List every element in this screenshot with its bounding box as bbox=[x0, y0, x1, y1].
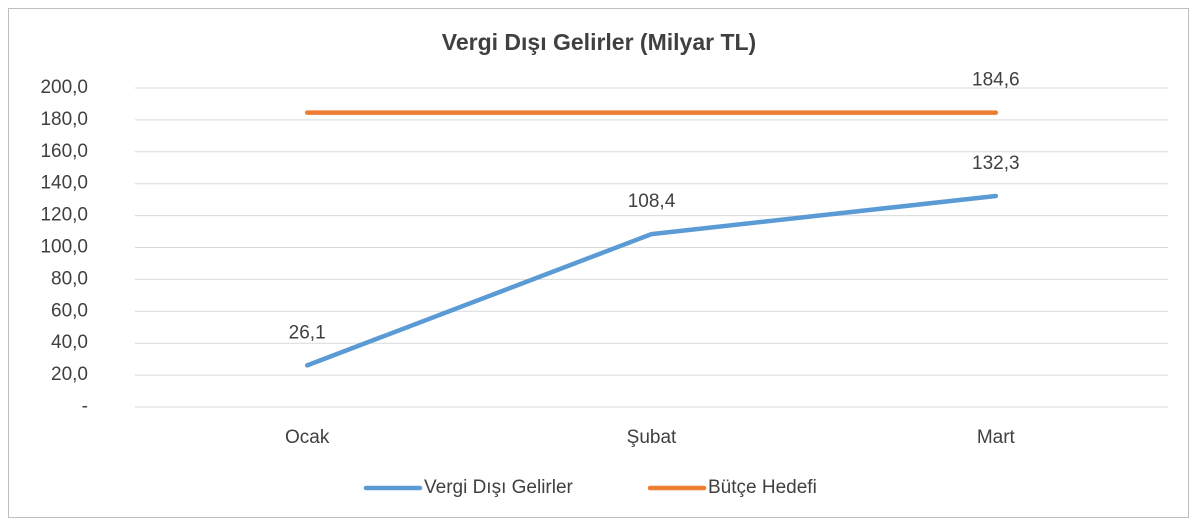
data-label: 184,6 bbox=[972, 70, 1020, 91]
data-label: 108,4 bbox=[628, 191, 676, 212]
y-tick-label: 160,0 bbox=[40, 141, 88, 162]
x-tick-label: Ocak bbox=[285, 427, 330, 448]
data-label: 132,3 bbox=[972, 153, 1020, 174]
y-tick-label: 60,0 bbox=[51, 300, 88, 321]
chart-title: Vergi Dışı Gelirler (Milyar TL) bbox=[442, 29, 756, 55]
y-tick-label: 140,0 bbox=[40, 173, 88, 194]
x-tick-label: Şubat bbox=[627, 427, 677, 448]
chart-border bbox=[8, 8, 1189, 518]
data-label: 26,1 bbox=[289, 322, 326, 343]
y-tick-label: 80,0 bbox=[51, 268, 88, 289]
x-tick-label: Mart bbox=[977, 427, 1016, 448]
y-tick-label: 200,0 bbox=[40, 77, 88, 98]
y-tick-label: 20,0 bbox=[51, 364, 88, 385]
y-tick-label: 180,0 bbox=[40, 109, 88, 130]
series-line bbox=[304, 193, 999, 368]
legend-label: Vergi Dışı Gelirler bbox=[424, 477, 574, 498]
legend-label: Bütçe Hedefi bbox=[708, 477, 817, 498]
y-tick-label: 100,0 bbox=[40, 237, 88, 258]
y-tick-label: 40,0 bbox=[51, 332, 88, 353]
y-tick-label: - bbox=[82, 396, 88, 417]
y-tick-label: 120,0 bbox=[40, 205, 88, 226]
